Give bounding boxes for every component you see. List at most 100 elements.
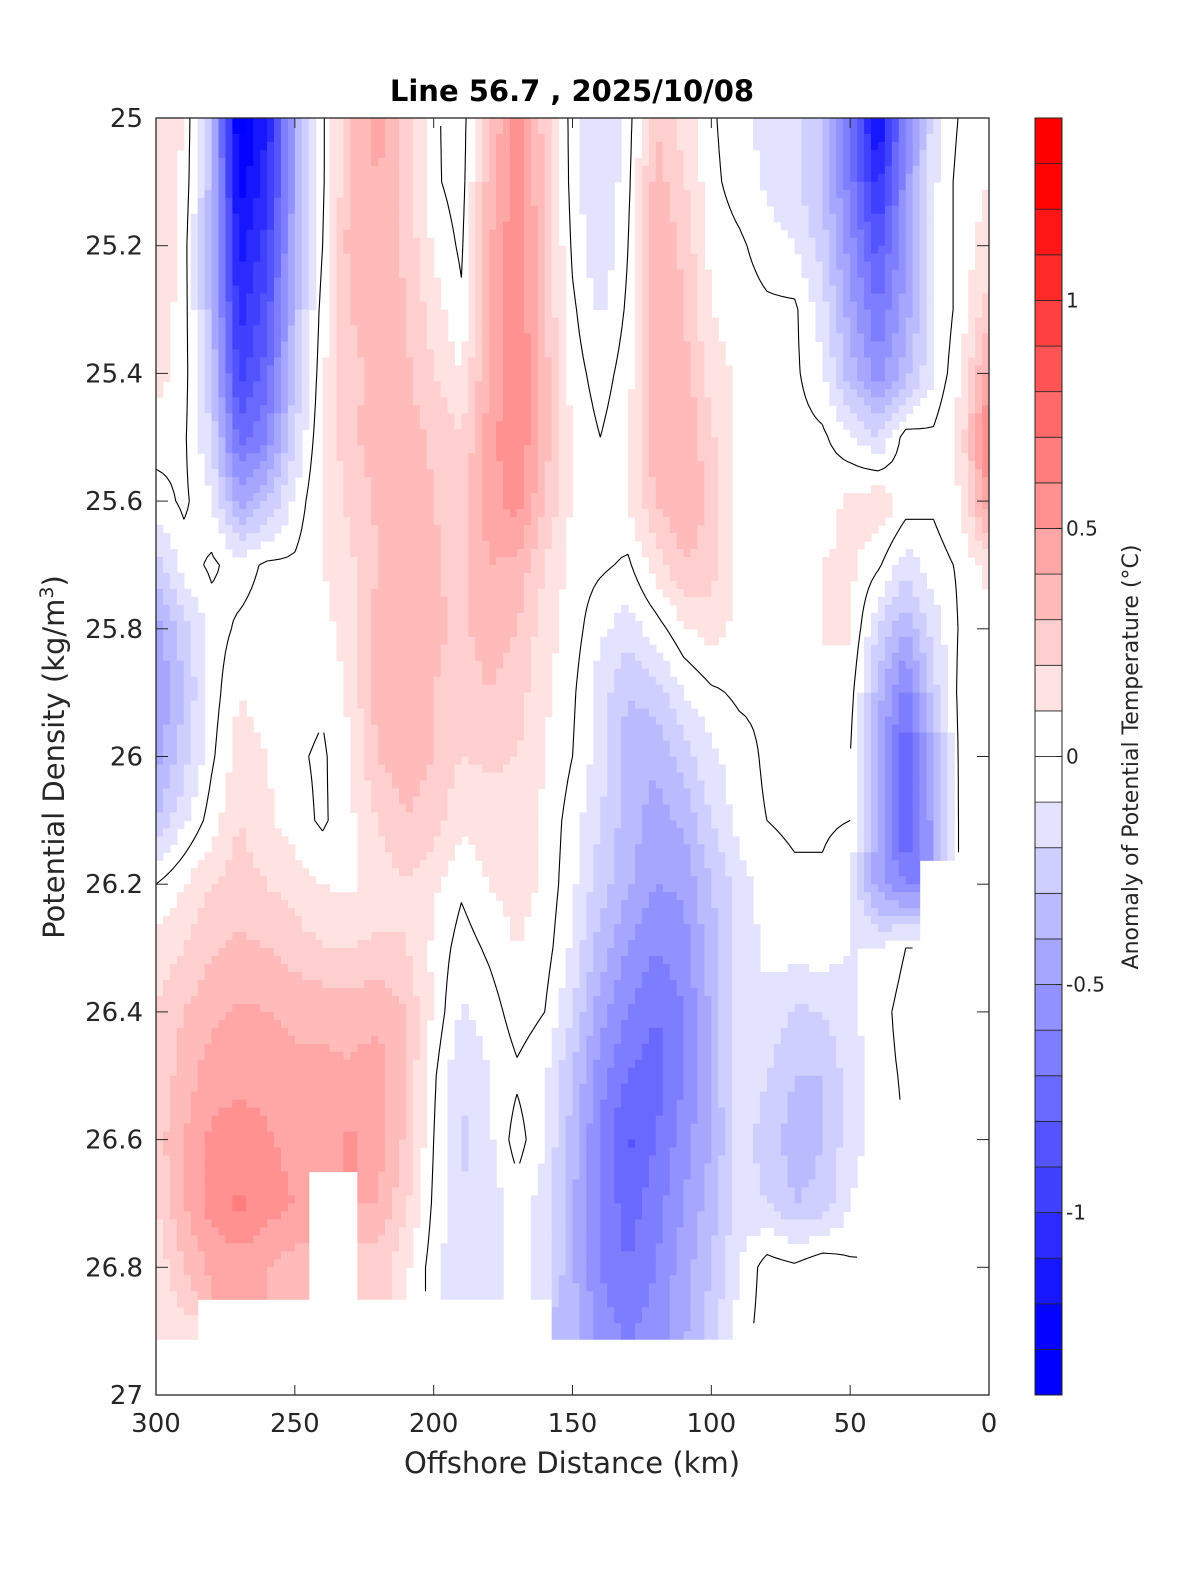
contour-fill-cell [405,1091,414,1101]
contour-fill-cell [378,556,442,566]
contour-fill-cell [218,381,227,390]
contour-fill-cell [232,485,261,494]
contour-fill-cell [544,253,553,263]
contour-fill-cell [371,477,435,486]
contour-fill-cell [308,245,317,255]
contour-fill-cell [690,373,705,382]
contour-fill-cell [586,1267,601,1276]
contour-fill-cell [447,1179,497,1189]
contour-fill-cell [600,1163,615,1173]
contour-fill-cell [836,1187,851,1197]
contour-fill-cell [822,213,837,223]
contour-fill-cell [975,229,990,239]
contour-fill-cell [870,165,886,175]
contour-fill-cell [704,979,719,989]
contour-fill-cell [274,477,289,486]
contour-fill-cell [357,836,386,845]
contour-fill-cell [287,349,296,359]
contour-fill-cell [558,325,567,335]
contour-fill-cell [836,181,844,191]
contour-fill-cell [843,1131,865,1141]
contour-fill-cell [433,493,469,502]
contour-fill-cell [169,1267,185,1276]
contour-fill-cell [294,165,303,175]
contour-fill-cell [843,373,858,382]
contour-fill-cell [246,165,261,175]
contour-fill-cell [725,1275,740,1284]
contour-fill-cell [551,1155,567,1165]
contour-fill-cell [954,437,962,446]
contour-fill-cell [884,692,893,702]
contour-fill-cell [378,1195,393,1205]
contour-fill-cell [489,293,504,303]
contour-fill-cell [912,620,928,630]
contour-fill-cell [280,1147,345,1157]
contour-fill-cell [982,349,990,359]
contour-fill-cell [475,189,483,199]
contour-fill-cell [475,157,483,167]
contour-fill-cell [648,1299,671,1308]
contour-fill-cell [711,804,733,813]
contour-fill-cell [836,365,844,374]
contour-fill-cell [870,189,886,199]
contour-fill-cell [482,197,497,207]
contour-fill-cell [503,405,532,414]
contour-fill-cell [732,1155,754,1165]
contour-fill-cell [912,118,921,127]
contour-fill-cell [357,612,372,622]
contour-fill-cell [412,373,435,382]
contour-fill-cell [280,389,289,398]
contour-fill-cell [648,365,692,374]
contour-fill-cell [634,309,643,319]
contour-fill-cell [190,995,400,1005]
contour-fill-cell [419,245,435,255]
contour-fill-cell [475,205,483,215]
contour-fill-cell [676,1227,699,1236]
contour-fill-cell [301,213,310,223]
contour-fill-cell [218,157,227,167]
contour-fill-cell [461,1139,469,1149]
contour-fill-cell [329,341,338,351]
contour-fill-cell [461,1131,469,1141]
contour-fill-cell [371,708,435,718]
contour-fill-cell [884,804,893,813]
contour-fill-cell [412,118,428,127]
contour-fill-cell [822,612,851,622]
contour-fill-cell [919,261,928,271]
contour-fill-cell [530,1211,553,1221]
contour-fill-cell [475,141,483,151]
contour-fill-cell [850,317,858,327]
contour-fill-cell [169,1155,185,1165]
contour-fill-cell [287,285,296,295]
contour-fill-cell [156,1331,199,1340]
contour-fill-cell [516,620,539,630]
contour-fill-cell [926,748,935,758]
contour-fill-cell [343,485,372,494]
contour-fill-cell [975,397,983,406]
contour-fill-cell [600,924,615,933]
contour-fill-cell [204,461,213,470]
contour-fill-cell [864,301,893,311]
contour-fill-cell [169,668,185,678]
contour-fill-cell [558,461,574,470]
contour-fill-cell [870,285,886,295]
contour-fill-cell [558,413,574,422]
contour-fill-cell [947,804,955,813]
contour-fill-cell [350,756,365,766]
contour-fill-cell [253,429,268,438]
contour-fill-cell [558,493,574,502]
contour-fill-cell [378,564,442,574]
contour-fill-cell [975,341,983,351]
contour-fill-cell [475,261,483,271]
contour-fill-cell [447,405,469,414]
contour-fill-cell [156,1179,171,1189]
contour-fill-cell [648,405,699,414]
contour-fill-cell [412,1059,428,1069]
contour-fill-cell [808,221,823,231]
contour-fill-cell [294,285,303,295]
contour-fill-cell [419,285,442,295]
contour-fill-cell [232,397,240,406]
contour-fill-cell [641,173,657,183]
contour-fill-cell [433,716,525,726]
contour-fill-cell [156,1299,178,1308]
